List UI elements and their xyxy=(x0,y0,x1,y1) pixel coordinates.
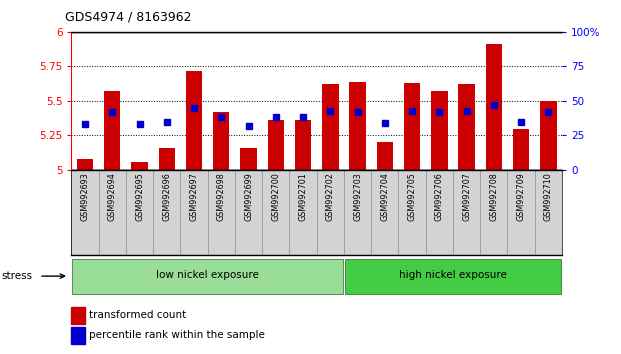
Text: high nickel exposure: high nickel exposure xyxy=(399,270,507,280)
Bar xyxy=(431,91,448,170)
Text: GSM992701: GSM992701 xyxy=(299,172,307,221)
Text: GSM992705: GSM992705 xyxy=(407,172,417,221)
Bar xyxy=(268,120,284,170)
Bar xyxy=(132,162,148,170)
Bar xyxy=(213,112,230,170)
Text: GSM992698: GSM992698 xyxy=(217,172,226,221)
Bar xyxy=(289,170,317,255)
Bar xyxy=(426,170,453,255)
Bar xyxy=(77,159,93,170)
Bar xyxy=(186,70,202,170)
Bar xyxy=(404,83,420,170)
Bar xyxy=(540,101,556,170)
Text: GSM992706: GSM992706 xyxy=(435,172,444,221)
Text: GSM992697: GSM992697 xyxy=(189,172,199,221)
Bar xyxy=(71,307,85,324)
Bar xyxy=(513,129,529,170)
Text: GSM992694: GSM992694 xyxy=(108,172,117,221)
Bar xyxy=(158,148,175,170)
Text: GSM992695: GSM992695 xyxy=(135,172,144,221)
Bar xyxy=(235,170,262,255)
Text: GSM992704: GSM992704 xyxy=(380,172,389,221)
Bar xyxy=(399,170,426,255)
Text: GDS4974 / 8163962: GDS4974 / 8163962 xyxy=(65,11,192,24)
Bar xyxy=(181,170,207,255)
Text: stress: stress xyxy=(1,271,32,281)
Bar xyxy=(507,170,535,255)
Bar xyxy=(317,170,344,255)
Bar xyxy=(535,170,562,255)
Bar xyxy=(262,170,289,255)
Bar xyxy=(71,170,99,255)
Text: low nickel exposure: low nickel exposure xyxy=(156,270,259,280)
Bar xyxy=(480,170,507,255)
Text: GSM992709: GSM992709 xyxy=(517,172,525,221)
Text: GSM992696: GSM992696 xyxy=(162,172,171,221)
Text: GSM992708: GSM992708 xyxy=(489,172,499,221)
Bar xyxy=(377,142,393,170)
Text: GSM992693: GSM992693 xyxy=(81,172,89,221)
Text: GSM992707: GSM992707 xyxy=(462,172,471,221)
Text: GSM992699: GSM992699 xyxy=(244,172,253,221)
Bar xyxy=(345,258,561,294)
Bar xyxy=(99,170,126,255)
Bar xyxy=(458,84,475,170)
Bar xyxy=(72,258,343,294)
Text: percentile rank within the sample: percentile rank within the sample xyxy=(89,330,265,341)
Bar xyxy=(240,148,256,170)
Bar xyxy=(344,170,371,255)
Bar xyxy=(322,84,338,170)
Bar xyxy=(71,327,85,343)
Bar xyxy=(371,170,399,255)
Bar xyxy=(104,91,120,170)
Bar xyxy=(153,170,181,255)
Bar xyxy=(453,170,480,255)
Text: GSM992710: GSM992710 xyxy=(544,172,553,221)
Bar xyxy=(295,120,311,170)
Text: transformed count: transformed count xyxy=(89,310,186,320)
Bar xyxy=(350,81,366,170)
Bar xyxy=(126,170,153,255)
Text: GSM992702: GSM992702 xyxy=(326,172,335,221)
Bar xyxy=(486,44,502,170)
Bar xyxy=(207,170,235,255)
Text: GSM992703: GSM992703 xyxy=(353,172,362,221)
Text: GSM992700: GSM992700 xyxy=(271,172,280,221)
